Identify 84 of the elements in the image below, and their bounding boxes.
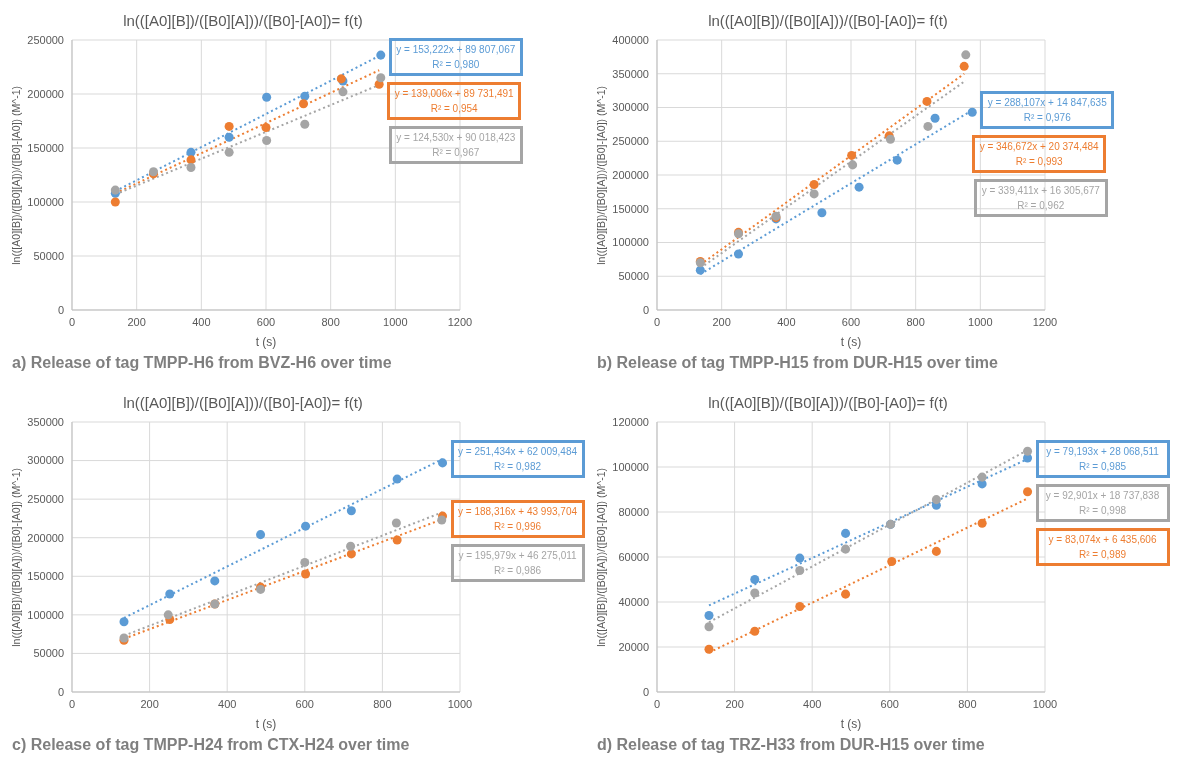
y-tick-label: 80000 — [618, 505, 649, 518]
x-tick-label: 0 — [68, 315, 76, 328]
x-tick-label: 600 — [295, 697, 314, 710]
y-tick-label: 20000 — [618, 640, 649, 653]
y-tick-label: 60000 — [618, 550, 649, 563]
x-tick-label: 1000 — [447, 697, 473, 710]
x-tick-label: 0 — [653, 315, 661, 328]
y-tick-label: 50000 — [33, 249, 64, 262]
y-tick-label: 200000 — [27, 87, 64, 100]
chart-title: ln(([A0][B])/([B0][A]))/([B0]-[A0])= f(t) — [122, 394, 364, 411]
y-tick-label: 120000 — [612, 415, 649, 428]
series-label: y = 251,434x + 62 009,484 R² = 0,982 — [457, 445, 579, 474]
y-tick-label: 100000 — [612, 236, 649, 249]
text: y = 339,411x + 16 305,677 R² = 0,962 — [980, 184, 1101, 214]
chart-title: ln(([A0][B])/([B0][A]))/([B0]-[A0])= f(t) — [122, 12, 364, 29]
chart-title: ln(([A0][B])/([B0][A]))/([B0]-[A0])= f(t) — [707, 12, 949, 29]
x-tick-label: 1200 — [447, 315, 473, 328]
y-axis-title: ln(([A0][B])/([B0][A]))/([B0]-[A0]) (M^-1) — [10, 85, 22, 265]
y-tick-label: 200000 — [27, 531, 64, 544]
text: d) Release of tag TRZ-H33 from DUR-H15 over time — [597, 736, 985, 754]
text: c) Release of tag TMPP-H24 from CTX-H24 over time — [12, 736, 410, 754]
x-tick-label: 200 — [127, 315, 146, 328]
x-tick-label: 1000 — [968, 315, 993, 328]
y-tick-label: 100000 — [27, 608, 64, 621]
y-axis-title: ln(([A0][B])/([B0][A]))/([B0]-[A0]) (M^-1) — [10, 467, 22, 647]
x-tick-label: 800 — [373, 697, 392, 710]
y-tick-label: 150000 — [27, 570, 64, 583]
x-tick-label: 0 — [68, 697, 76, 710]
x-tick-label: 400 — [777, 315, 796, 328]
text: y = 92,901x + 18 737,838 R² = 0,998 — [1044, 489, 1161, 519]
y-tick-label: 100000 — [27, 195, 64, 208]
x-axis-title: t (s) — [255, 717, 277, 731]
y-axis-title: ln(([A0][B])/([B0][A]))/([B0]-[A0]) (M^-1) — [595, 85, 607, 265]
text: y = 139,006x + 89 731,491 R² = 0,954 — [393, 87, 515, 116]
y-tick-label: 250000 — [27, 493, 64, 506]
x-tick-label: 200 — [712, 315, 731, 328]
y-tick-label: 350000 — [612, 67, 649, 80]
series-label: y = 153,222x + 89 807,067 R² = 0,980 — [395, 43, 517, 72]
x-tick-label: 600 — [841, 315, 861, 328]
x-tick-label: 600 — [256, 315, 276, 328]
text: y = 346,672x + 20 374,484 R² = 0,993 — [978, 140, 1100, 170]
x-tick-label: 800 — [958, 697, 977, 710]
x-tick-label: 1000 — [1032, 697, 1058, 710]
y-tick-label: 0 — [642, 303, 649, 316]
x-tick-label: 400 — [803, 697, 822, 710]
y-tick-label: 150000 — [612, 202, 649, 215]
series-label: y = 79,193x + 28 068,511 R² = 0,985 — [1045, 445, 1160, 475]
y-tick-label: 40000 — [618, 595, 649, 608]
x-tick-label: 0 — [653, 697, 661, 710]
y-tick-label: 0 — [642, 685, 649, 698]
x-tick-label: 200 — [140, 697, 159, 710]
y-tick-label: 350000 — [27, 415, 64, 428]
y-tick-label: 150000 — [27, 141, 64, 154]
y-tick-label: 50000 — [618, 270, 649, 283]
y-tick-label: 250000 — [612, 135, 649, 148]
y-tick-label: 300000 — [27, 454, 64, 467]
y-tick-label: 300000 — [612, 101, 649, 114]
x-axis-title: t (s) — [255, 335, 277, 349]
y-tick-label: 0 — [57, 303, 64, 316]
series-label: y = 188,316x + 43 993,704 R² = 0,996 — [457, 505, 579, 535]
x-tick-label: 800 — [906, 315, 925, 328]
x-tick-label: 1200 — [1032, 315, 1058, 328]
text: y = 83,074x + 6 435,606 R² = 0,989 — [1047, 533, 1158, 563]
y-tick-label: 250000 — [27, 33, 64, 46]
y-tick-label: 400000 — [612, 33, 649, 46]
series-label: y = 288,107x + 14 847,635 R² = 0,976 — [986, 96, 1108, 126]
x-tick-label: 600 — [880, 697, 899, 710]
x-axis-title: t (s) — [840, 335, 862, 349]
text: y = 124,530x + 90 018,423 R² = 0,967 — [395, 131, 517, 160]
y-tick-label: 200000 — [612, 168, 649, 181]
x-axis-title: t (s) — [840, 717, 862, 731]
x-tick-label: 400 — [192, 315, 211, 328]
text: a) Release of tag TMPP-H6 from BVZ-H6 over time — [12, 354, 392, 372]
y-tick-label: 50000 — [33, 647, 64, 660]
x-tick-label: 800 — [321, 315, 340, 328]
x-tick-label: 200 — [725, 697, 744, 710]
text: b) Release of tag TMPP-H15 from DUR-H15 over time — [597, 354, 998, 372]
y-tick-label: 100000 — [612, 460, 649, 473]
text: y = 195,979x + 46 275,011 R² = 0,986 — [457, 549, 578, 579]
y-axis-title: ln(([A0][B])/([B0][A]))/([B0]-[A0]) (M^-1) — [595, 467, 607, 647]
chart-title: ln(([A0][B])/([B0][A]))/([B0]-[A0])= f(t) — [707, 394, 949, 411]
x-tick-label: 1000 — [383, 315, 408, 328]
x-tick-label: 400 — [218, 697, 237, 710]
y-tick-label: 0 — [57, 685, 64, 698]
